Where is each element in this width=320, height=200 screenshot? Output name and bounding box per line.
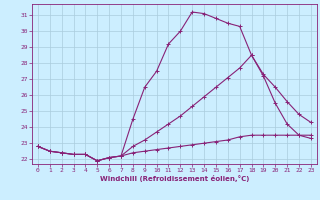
X-axis label: Windchill (Refroidissement éolien,°C): Windchill (Refroidissement éolien,°C) [100, 175, 249, 182]
